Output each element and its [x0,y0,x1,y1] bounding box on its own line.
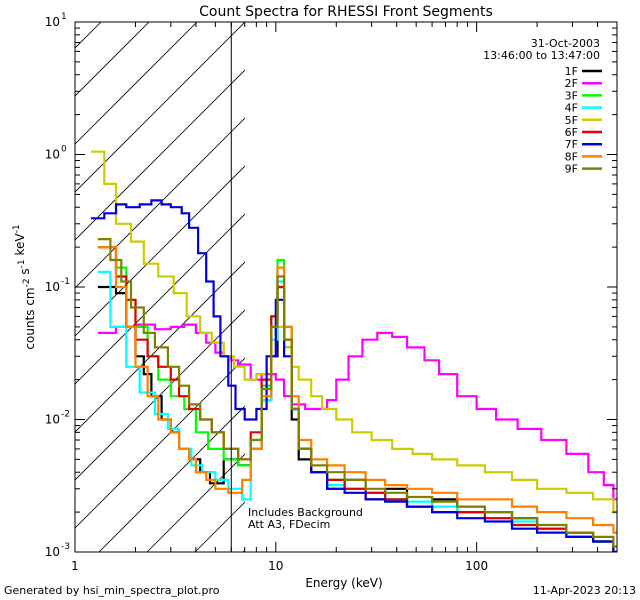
legend-label-5f: 5F [565,114,578,127]
date-label: 31-Oct-2003 [531,37,600,50]
time-range-label: 13:46:00 to 13:47:00 [483,49,600,62]
hatch-line [75,22,245,193]
hatch-line [75,22,150,97]
hatch-line [98,405,245,552]
annotation-line-1: Includes Background [248,506,363,519]
series-line-8f [97,246,617,534]
hatch-line [435,0,640,552]
footer-timestamp: 11-Apr-2023 20:13 [533,584,636,597]
hatch-line [627,0,640,552]
hatch-line [387,0,640,552]
legend-label-1f: 1F [565,65,578,78]
legend-label-8f: 8F [565,150,578,163]
y-tick-base: 10 [45,15,60,29]
y-tick-exponent: 0 [61,145,67,155]
y-tick-base: 10 [45,148,60,162]
hatch-line [0,0,75,552]
series-line-9f [97,238,617,548]
hatch-line [75,213,245,385]
x-tick-label-10: 10 [268,559,283,573]
y-tick-base: 10 [45,545,60,559]
y-tick-label: 10 -2 [45,410,70,427]
y-tick-exponent: -3 [61,542,70,552]
x-tick-labels: 1 10 100 [71,559,488,573]
y-tick-label: 10 -1 [45,277,70,294]
y-tick-exponent: -1 [61,277,70,287]
data-series-group [90,150,617,552]
y-tick-label: 10 1 [45,12,67,29]
hatched-region [0,0,640,552]
y-tick-exponent: -2 [61,410,70,420]
legend-label-3f: 3F [565,89,578,102]
annotation-line-2: Att A3, FDecim [248,518,330,531]
x-tick-label-1: 1 [71,559,79,573]
y-tick-label: 10 0 [45,145,67,162]
hatch-line [75,165,245,337]
hatch-line [483,0,640,552]
x-axis-label: Energy (keV) [305,576,382,590]
legend-label-7f: 7F [565,138,578,151]
y-tick-exponent: 1 [61,12,67,22]
y-tick-base: 10 [45,280,60,294]
y-tick-label: 10 -3 [45,542,70,559]
x-tick-label-100: 100 [465,559,488,573]
y-tick-base: 10 [45,413,60,427]
y-axis-label: counts cm-2 s-1 keV-1 [12,224,37,349]
hatch-line [75,22,198,145]
legend-label-6f: 6F [565,126,578,139]
axis-ticks [74,21,618,553]
legend-label-2f: 2F [565,77,578,90]
chart-title: Count Spectra for RHESSI Front Segments [199,4,493,20]
hatch-line [75,357,245,529]
hatch-line [75,309,245,481]
legend-label-9f: 9F [565,163,578,176]
hatch-line [242,549,245,552]
legend-label-4f: 4F [565,102,578,115]
generated-by-label: Generated by hsi_min_spectra_plot.pro [4,584,220,597]
